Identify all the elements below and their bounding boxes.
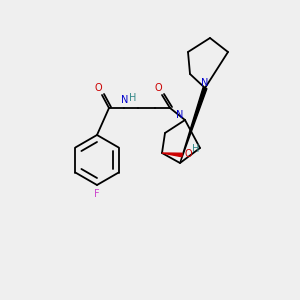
Polygon shape xyxy=(162,153,182,157)
Polygon shape xyxy=(180,87,207,163)
Text: N: N xyxy=(121,95,129,105)
Text: O: O xyxy=(154,83,162,93)
Text: H: H xyxy=(129,93,137,103)
Text: O: O xyxy=(94,83,102,93)
Text: N: N xyxy=(176,110,184,120)
Text: O: O xyxy=(184,149,192,159)
Text: F: F xyxy=(94,189,100,199)
Text: N: N xyxy=(201,78,209,88)
Text: H: H xyxy=(192,144,200,154)
